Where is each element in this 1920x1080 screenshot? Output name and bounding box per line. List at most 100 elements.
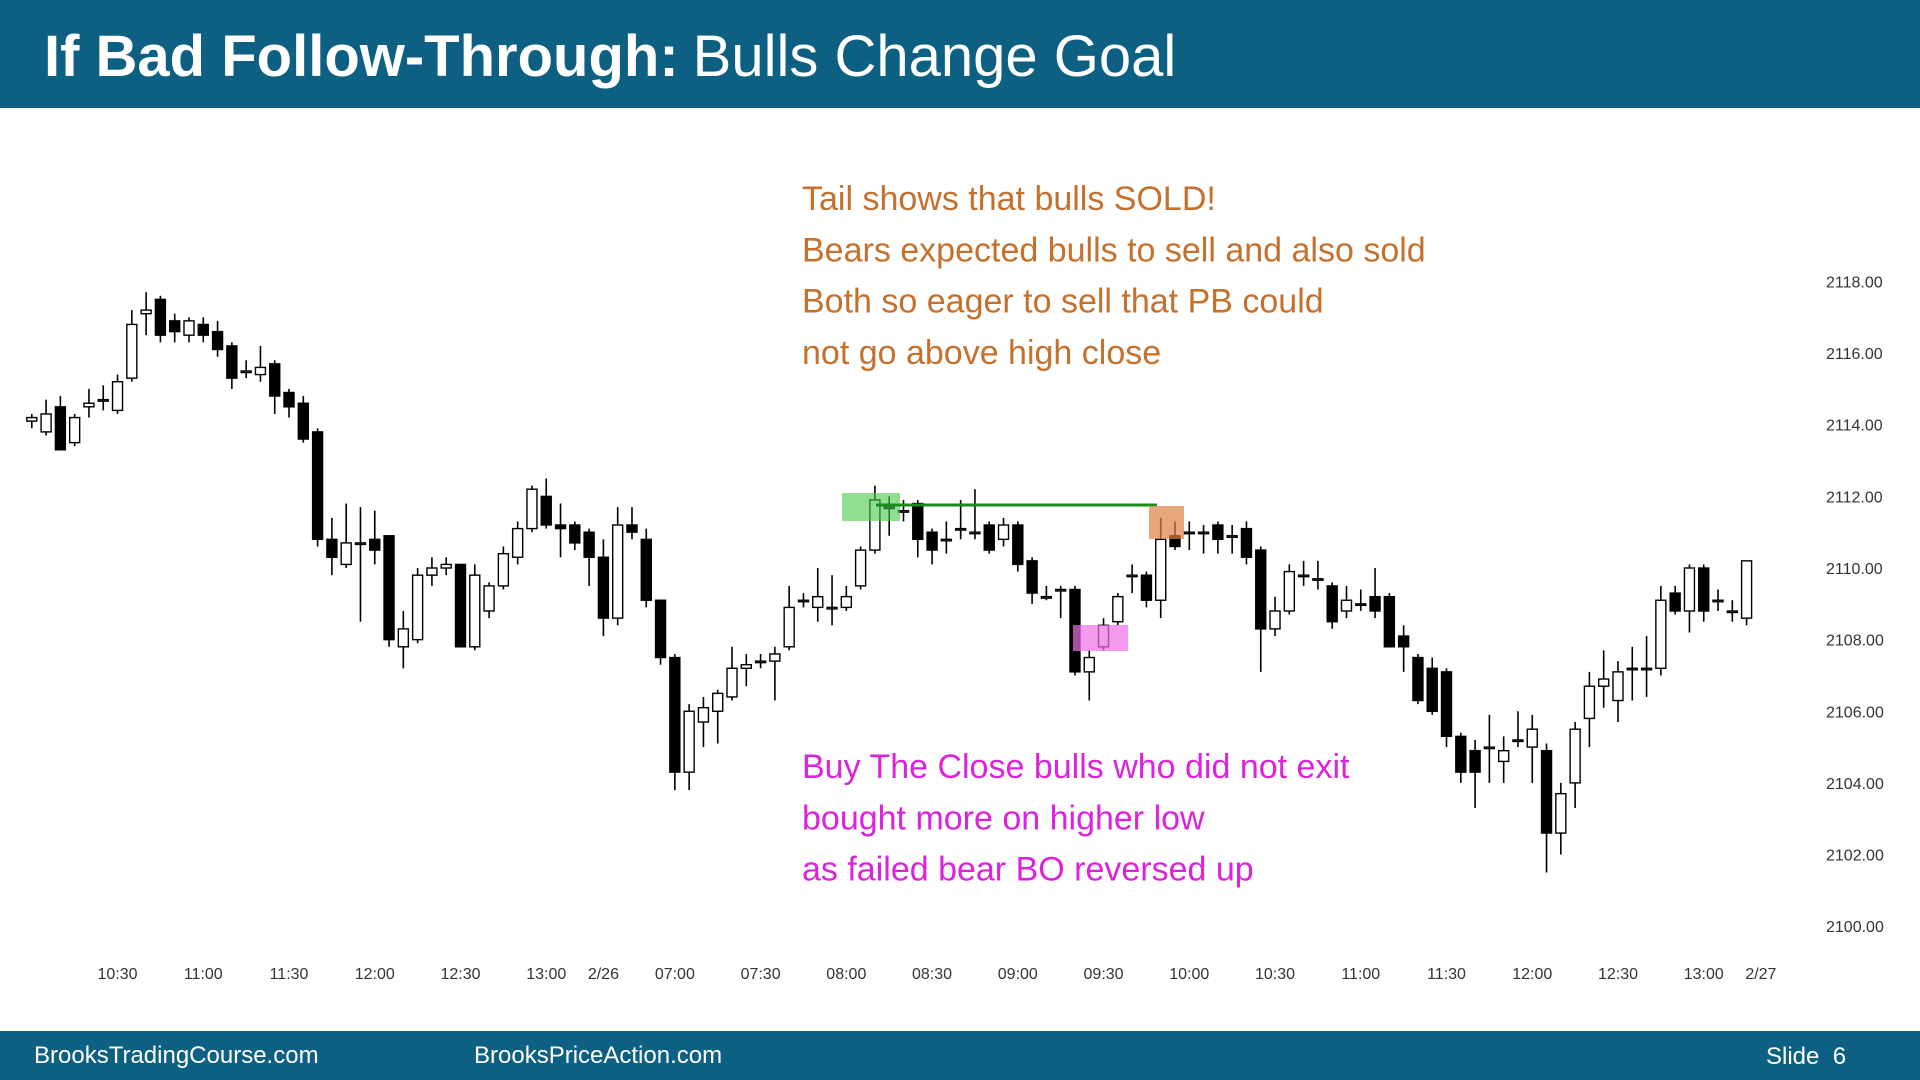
- candle-body: [1140, 574, 1153, 601]
- candle-body: [940, 538, 953, 542]
- candle-body: [1240, 527, 1253, 558]
- candle-body: [826, 606, 838, 610]
- candle-body: [240, 370, 252, 374]
- candle-body: [640, 538, 652, 601]
- x-tick-label: 09:30: [1084, 966, 1124, 983]
- candle-body: [611, 524, 624, 619]
- candle-body: [1155, 538, 1167, 601]
- candle-body: [126, 323, 138, 379]
- candle-body: [354, 542, 367, 546]
- candle-body: [1455, 735, 1467, 773]
- y-tick-label: 2102.00: [1826, 848, 1884, 865]
- x-tick-label: 10:30: [1255, 966, 1295, 983]
- axes: 2100.00 2102.00 2104.00 2106.00 2108.00 2110.…: [98, 274, 1884, 983]
- footer-bar: [0, 1031, 1920, 1080]
- candle-body: [1040, 595, 1053, 599]
- y-tick-label: 2106.00: [1826, 704, 1884, 721]
- candle-body: [83, 402, 95, 408]
- y-tick-label: 2104.00: [1826, 776, 1884, 793]
- candle-body: [511, 527, 524, 558]
- candle-body: [426, 567, 438, 576]
- candle-body: [1126, 574, 1138, 578]
- candle-body: [1012, 524, 1024, 566]
- candle-body: [68, 416, 81, 444]
- y-tick-label: 2110.00: [1826, 561, 1883, 578]
- annotations: Tail shows that bulls SOLD! Bears expecte…: [802, 180, 1426, 889]
- candle-body: [269, 363, 281, 397]
- candle-body: [1183, 531, 1195, 535]
- candle-body: [1440, 671, 1453, 738]
- candle-body: [283, 391, 295, 408]
- candle-body: [1312, 578, 1324, 581]
- candle-body: [1597, 678, 1610, 687]
- candle-body: [1412, 656, 1424, 702]
- candle-body: [912, 502, 924, 541]
- annotation-line: Buy The Close bulls who did not exit: [802, 748, 1350, 786]
- title-bold: If Bad Follow-Through:: [44, 24, 679, 89]
- candle-body: [1355, 603, 1367, 607]
- candle-body: [1297, 574, 1310, 578]
- x-tick-label: 11:30: [1427, 966, 1466, 983]
- candle-body: [1326, 585, 1338, 623]
- candle-body: [1255, 549, 1267, 630]
- candle-body: [183, 320, 195, 336]
- x-tick-label: 07:30: [741, 966, 781, 983]
- x-tick-label: 11:00: [184, 966, 223, 983]
- candle-body: [1054, 588, 1067, 592]
- candle-body: [369, 538, 381, 551]
- candle-body: [1369, 595, 1381, 612]
- candle-body: [1283, 570, 1296, 612]
- candle-body: [1683, 567, 1696, 612]
- candle-body: [254, 366, 267, 376]
- candle-body: [411, 574, 424, 641]
- pink-highlight: [1073, 625, 1128, 651]
- candle-body: [197, 323, 209, 336]
- candle-body: [1212, 524, 1224, 541]
- candle-body: [483, 585, 495, 612]
- candle-body: [1197, 531, 1210, 535]
- candle-body: [154, 298, 167, 336]
- candle-body: [97, 398, 109, 402]
- candle-body: [783, 606, 795, 648]
- candles: [26, 292, 1753, 873]
- candle-body: [1483, 746, 1496, 750]
- candle-body: [740, 664, 752, 669]
- candle-body: [583, 531, 595, 558]
- y-tick-label: 2112.00: [1826, 489, 1883, 506]
- x-tick-label: 11:30: [270, 966, 309, 983]
- candle-body: [954, 527, 967, 531]
- candle-body: [469, 574, 481, 648]
- candle-body: [797, 599, 810, 603]
- y-tick-label: 2118.00: [1826, 274, 1883, 291]
- candle-body: [211, 330, 224, 351]
- candle-body: [712, 692, 724, 712]
- x-tick-label: 07:00: [655, 966, 695, 983]
- candle-body: [26, 416, 38, 422]
- candle-body: [1740, 560, 1753, 619]
- annotation-line: Tail shows that bulls SOLD!: [802, 180, 1216, 218]
- candle-body: [769, 653, 781, 662]
- candle-body: [326, 538, 338, 558]
- candle-body: [1497, 749, 1510, 763]
- candle-body: [1269, 610, 1281, 630]
- candle-body: [1655, 599, 1667, 669]
- slide-number: Slide 6: [1766, 1043, 1846, 1070]
- candle-body: [1340, 599, 1353, 612]
- candle-body: [1112, 595, 1124, 623]
- x-tick-label: 10:00: [1169, 966, 1209, 983]
- candle-body: [983, 524, 995, 551]
- x-tick-label: 12:00: [355, 966, 395, 983]
- candle-body: [54, 406, 67, 451]
- title-rest: Bulls Change Goal: [693, 24, 1177, 89]
- x-tick-label: 11:00: [1341, 966, 1380, 983]
- candle-body: [1712, 599, 1724, 603]
- y-tick-label: 2108.00: [1826, 633, 1884, 650]
- candle-body: [1726, 610, 1739, 614]
- green-highlight: [842, 493, 900, 521]
- candle-body: [1583, 685, 1596, 720]
- candle-body: [969, 531, 981, 535]
- candle-body: [1397, 635, 1410, 648]
- candle-body: [397, 628, 410, 648]
- candle-body: [1669, 592, 1681, 612]
- candle-body: [168, 320, 181, 333]
